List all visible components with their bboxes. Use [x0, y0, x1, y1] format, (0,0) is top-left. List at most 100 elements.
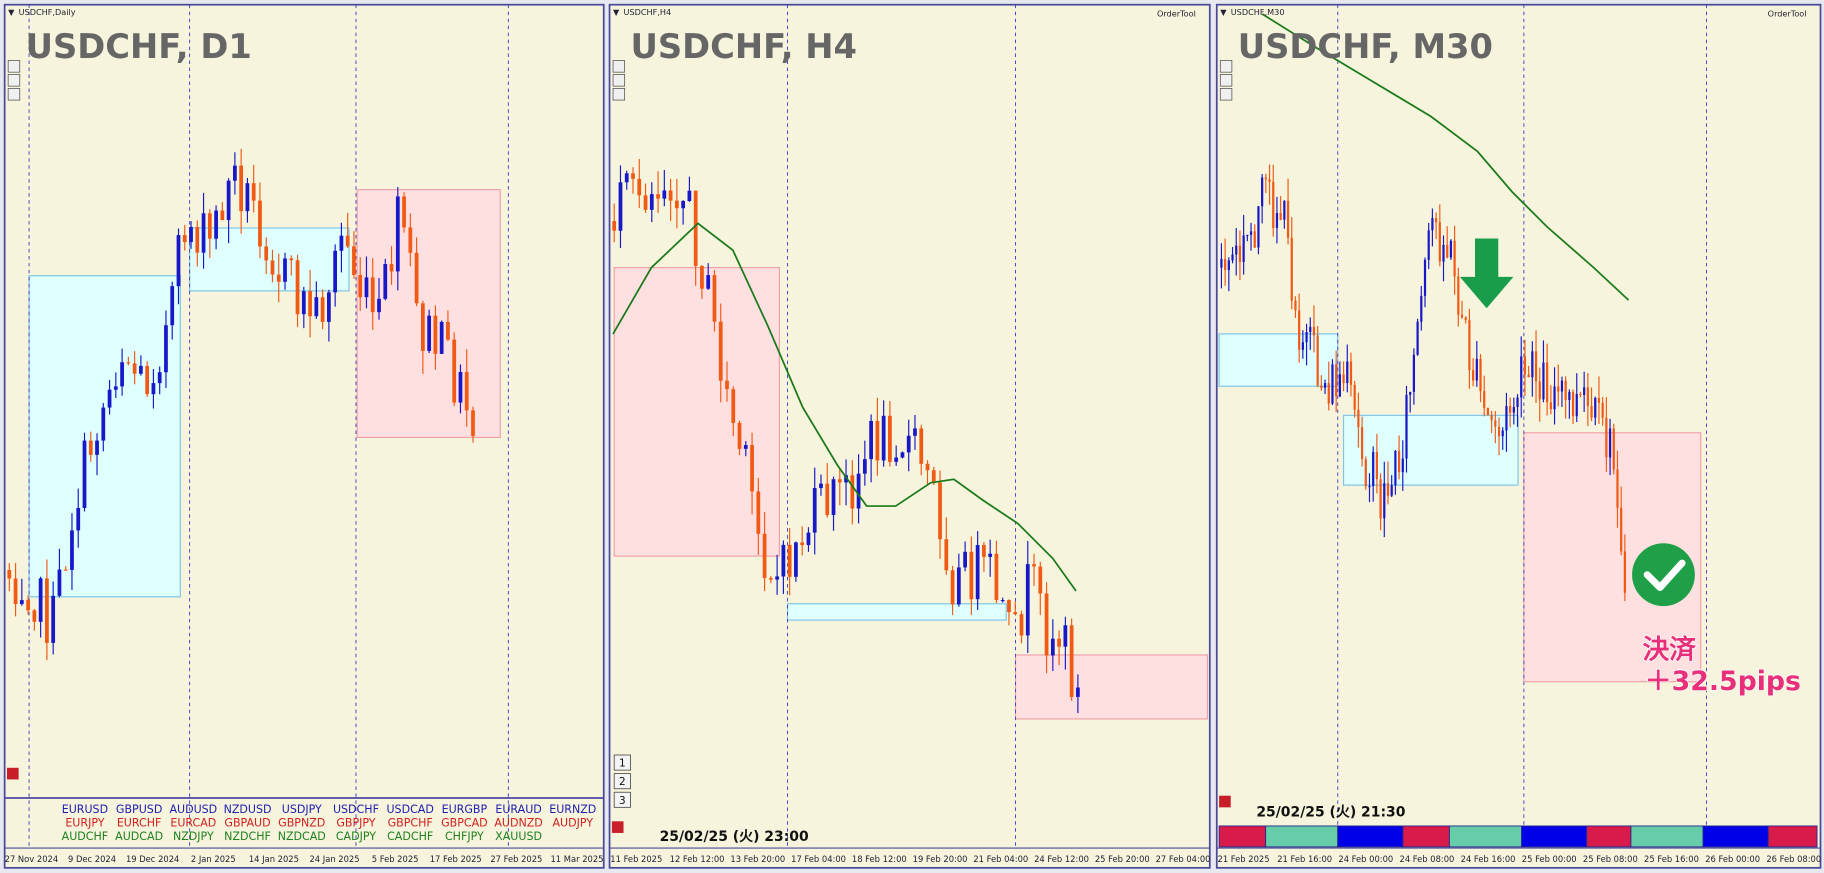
check-icon	[1632, 543, 1695, 607]
x-axis-label: 19 Feb 20:00	[913, 854, 968, 864]
candle-body	[220, 210, 225, 221]
symbol-button[interactable]: GBPAUD	[224, 817, 270, 830]
symbol-button[interactable]: USDCAD	[386, 803, 433, 816]
symbol-button[interactable]: GBPCHF	[388, 817, 433, 830]
candle-body	[1575, 394, 1578, 417]
symbol-button[interactable]: EURUSD	[62, 803, 108, 816]
candle-body	[1597, 397, 1601, 403]
candle-body	[101, 407, 106, 441]
candle-body	[1497, 426, 1501, 437]
candle-body	[364, 277, 369, 298]
symbol-button[interactable]: GBPCAD	[441, 817, 488, 830]
candle-body	[1416, 321, 1419, 355]
symbol-button[interactable]: CADJPY	[336, 830, 376, 843]
symbol-button[interactable]: EURJPY	[65, 817, 104, 830]
candle-body	[1531, 351, 1534, 378]
candle-body	[1453, 240, 1456, 277]
candle-body	[1564, 380, 1567, 401]
candle-body	[82, 440, 87, 508]
candle-body	[13, 578, 18, 605]
candle-body	[950, 570, 955, 605]
candle-body	[1472, 370, 1475, 381]
candle-body	[1412, 354, 1416, 392]
candle-body	[1394, 450, 1397, 486]
candle-body	[207, 213, 212, 239]
symbol-button[interactable]: EURCAD	[170, 817, 216, 830]
candle-body	[624, 173, 629, 183]
candle-body	[26, 600, 30, 611]
symbol-button[interactable]: CADCHF	[387, 830, 433, 843]
candle-body	[1608, 428, 1612, 458]
side-button	[612, 60, 626, 73]
x-axis-label: 21 Feb 16:00	[1277, 854, 1332, 864]
candle-body	[120, 362, 124, 387]
candle-body	[1501, 430, 1504, 437]
candle-body	[45, 578, 49, 643]
candle-body	[1405, 394, 1408, 459]
candle-body	[956, 567, 961, 605]
candle-body	[377, 298, 381, 313]
x-axis-label: 11 Feb 2025	[610, 854, 662, 864]
candle-body	[1557, 386, 1560, 392]
symbol-button[interactable]: NZDCHF	[224, 830, 271, 843]
x-axis-label: 27 Nov 2024	[5, 854, 59, 864]
symbol-button[interactable]: XAUUSD	[495, 830, 542, 843]
candle-body	[1434, 218, 1438, 223]
timeframe-button-label: 3	[619, 795, 626, 807]
symbol-button[interactable]: AUDCHF	[62, 830, 109, 843]
candle-body	[1044, 593, 1049, 656]
candle-body	[1305, 332, 1308, 343]
symbol-button[interactable]: NZDJPY	[173, 830, 214, 843]
candle-body	[1368, 486, 1371, 488]
symbol-button[interactable]: AUDCAD	[115, 830, 163, 843]
symbol-button[interactable]: AUDJPY	[553, 817, 594, 830]
candle-body	[339, 235, 344, 251]
symbol-button[interactable]: USDCHF	[333, 803, 379, 816]
symbol-button[interactable]: GBPNZD	[278, 817, 325, 830]
symbol-button[interactable]: GBPJPY	[336, 817, 375, 830]
symbol-button[interactable]: AUDNZD	[494, 817, 543, 830]
chart-title: USDCHF, D1	[26, 27, 252, 66]
symbol-button[interactable]: GBPUSD	[116, 803, 162, 816]
symbol-button[interactable]: EURGBP	[442, 803, 488, 816]
candle-body	[1468, 320, 1471, 371]
candle-body	[157, 372, 162, 384]
candle-body	[1253, 231, 1256, 248]
candle-body	[1401, 458, 1404, 473]
symbol-button[interactable]: EURNZD	[549, 803, 596, 816]
candle-body	[258, 200, 262, 247]
candle-body	[674, 200, 679, 209]
candle-body	[812, 488, 817, 533]
candle-body	[1286, 200, 1290, 238]
symbol-button[interactable]: EURCHF	[117, 817, 162, 830]
symbol-button[interactable]: NZDCAD	[278, 830, 326, 843]
candle-body	[1249, 231, 1253, 235]
candle-body	[1446, 244, 1449, 258]
x-axis-label: 27 Feb 2025	[490, 854, 542, 864]
candle-body	[1523, 356, 1527, 375]
timeframe-button-label: 1	[619, 758, 626, 770]
candle-body	[1486, 408, 1490, 416]
candle-body	[1431, 218, 1434, 231]
chart-panel: USDCHF,H4 ▼ USDCHF, H4 OrderTool 11 Feb 2025…	[608, 3, 1211, 869]
candle-body	[1375, 451, 1378, 480]
candle-body	[1000, 600, 1005, 602]
candle-body	[1320, 385, 1323, 388]
candle-body	[1560, 380, 1564, 392]
symbol-button[interactable]: USDJPY	[282, 803, 322, 816]
candle-body	[402, 196, 406, 228]
candle-body	[1294, 300, 1297, 311]
candle-body	[825, 483, 830, 516]
session-bar	[1265, 825, 1339, 848]
candle-body	[819, 483, 823, 489]
candle-body	[787, 544, 792, 577]
chart-panel: USDCHF,Daily ▼ USDCHF, D1 27 Nov 2024 9 Dec …	[3, 3, 605, 869]
symbol-button[interactable]: NZDUSD	[224, 803, 272, 816]
symbol-button[interactable]: EURAUD	[495, 803, 541, 816]
symbol-button[interactable]: AUDUSD	[169, 803, 217, 816]
order-tool-label: OrderTool	[1157, 8, 1196, 18]
candle-body	[1013, 612, 1018, 615]
moving-average	[612, 222, 1077, 592]
symbol-button[interactable]: CHFJPY	[445, 830, 484, 843]
candle-body	[420, 303, 425, 351]
